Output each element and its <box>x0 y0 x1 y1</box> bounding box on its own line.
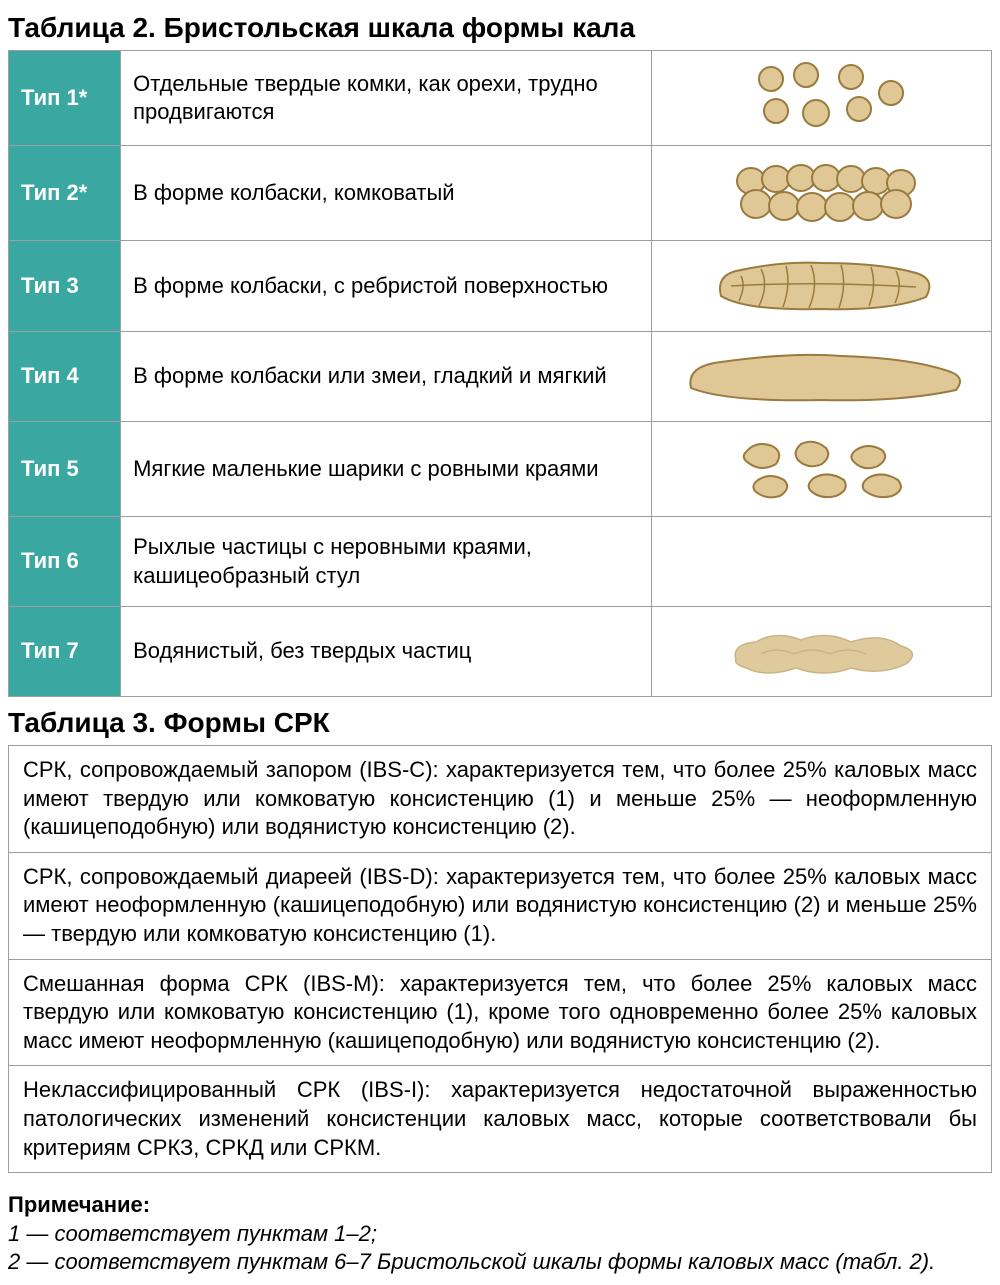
table2-title: Таблица 2. Бристольская шкала формы кала <box>8 12 992 44</box>
type-desc: Водянистый, без твердых частиц <box>121 607 652 697</box>
table3-title: Таблица 3. Формы СРК <box>8 707 992 739</box>
srk-cell: Неклассифицированный СРК (IBS-I): характ… <box>9 1066 992 1173</box>
type-desc: В форме колбаски, комковатый <box>121 146 652 241</box>
stool-type1-icon <box>651 51 991 146</box>
srk-table: СРК, сопровождаемый запором (IBS-C): хар… <box>8 745 992 1173</box>
type-desc: В форме колбаски или змеи, гладкий и мяг… <box>121 332 652 422</box>
type-label: Тип 3 <box>9 241 121 332</box>
type-label: Тип 1* <box>9 51 121 146</box>
srk-cell: Смешанная форма СРК (IBS-M): характеризу… <box>9 959 992 1066</box>
type-desc: Мягкие маленькие шарики с ровными краями <box>121 422 652 517</box>
table-row: Тип 7 Водянистый, без твердых частиц <box>9 607 992 697</box>
stool-type3-icon <box>651 241 991 332</box>
note-block: Примечание: 1 — соответствует пунктам 1–… <box>8 1191 992 1277</box>
bristol-table: Тип 1* Отдельные твердые комки, как орех… <box>8 50 992 697</box>
type-desc: Рыхлые частицы с неровными краями, кашиц… <box>121 517 652 607</box>
type-label: Тип 4 <box>9 332 121 422</box>
type-label: Тип 7 <box>9 607 121 697</box>
table-row: Тип 1* Отдельные твердые комки, как орех… <box>9 51 992 146</box>
table-row: Тип 4 В форме колбаски или змеи, гладкий… <box>9 332 992 422</box>
srk-cell: СРК, сопровождаемый запором (IBS-C): хар… <box>9 746 992 853</box>
stool-type4-icon <box>651 332 991 422</box>
srk-cell: СРК, сопровождаемый диареей (IBS-D): хар… <box>9 852 992 959</box>
stool-type6-icon <box>651 517 991 607</box>
table-row: Неклассифицированный СРК (IBS-I): характ… <box>9 1066 992 1173</box>
note-title: Примечание: <box>8 1191 992 1220</box>
stool-type5-icon <box>651 422 991 517</box>
table-row: Тип 3 В форме колбаски, с ребристой пове… <box>9 241 992 332</box>
table-row: СРК, сопровождаемый запором (IBS-C): хар… <box>9 746 992 853</box>
table-row: Тип 6 Рыхлые частицы с неровными краями,… <box>9 517 992 607</box>
stool-type7-icon <box>651 607 991 697</box>
type-label: Тип 6 <box>9 517 121 607</box>
type-label: Тип 2* <box>9 146 121 241</box>
table-row: Смешанная форма СРК (IBS-M): характеризу… <box>9 959 992 1066</box>
type-label: Тип 5 <box>9 422 121 517</box>
type-desc: В форме колбаски, с ребристой поверхност… <box>121 241 652 332</box>
table-row: Тип 2* В форме колбаски, комковатый <box>9 146 992 241</box>
table-row: СРК, сопровождаемый диареей (IBS-D): хар… <box>9 852 992 959</box>
note-line2: 2 — соответствует пунктам 6–7 Бристольск… <box>8 1248 992 1277</box>
table-row: Тип 5 Мягкие маленькие шарики с ровными … <box>9 422 992 517</box>
type-desc: Отдельные твердые комки, как орехи, труд… <box>121 51 652 146</box>
note-line1: 1 — соответствует пунктам 1–2; <box>8 1220 992 1249</box>
stool-type2-icon <box>651 146 991 241</box>
